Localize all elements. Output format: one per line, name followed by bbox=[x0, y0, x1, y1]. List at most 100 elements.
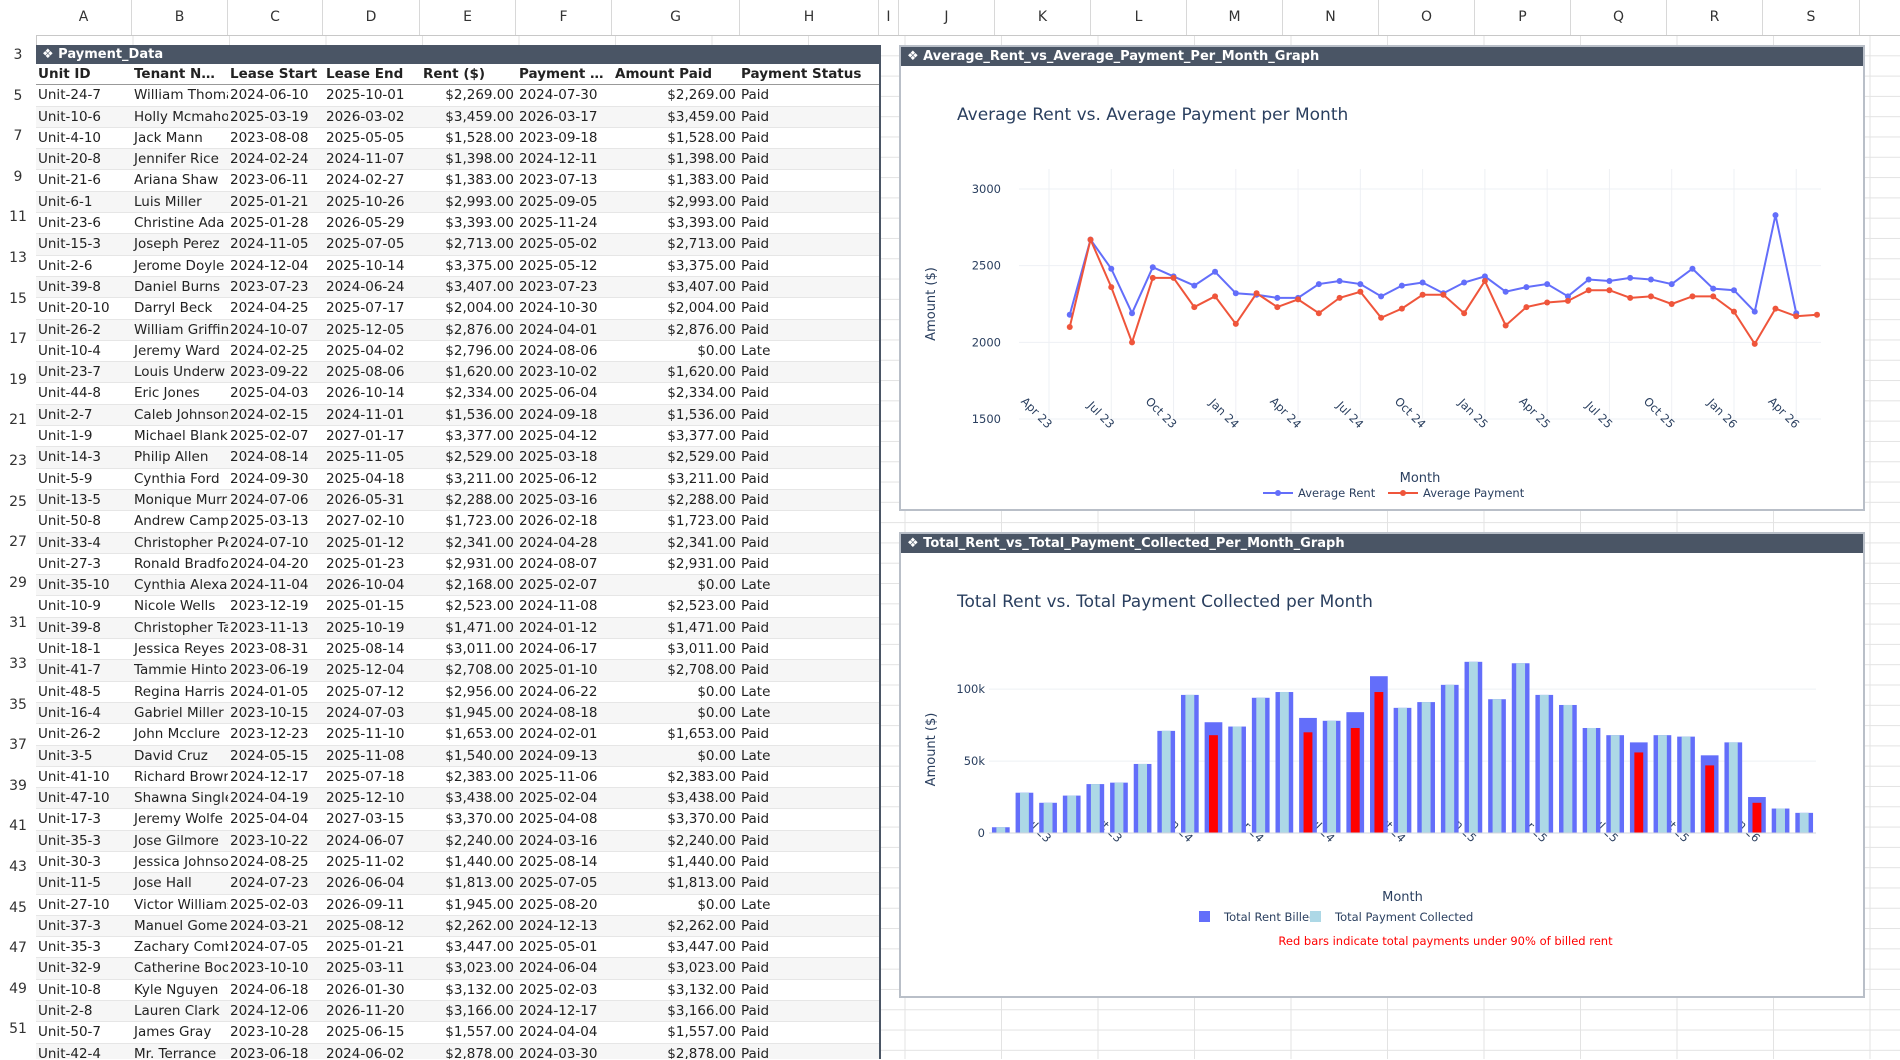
table-cell[interactable]: $2,341.00 bbox=[445, 534, 514, 551]
table-cell[interactable]: 2025-07-17 bbox=[326, 300, 405, 317]
table-row[interactable]: Unit-30-3 Jessica Johnso 2024-08-25 2025-11… bbox=[36, 852, 879, 874]
data-point[interactable] bbox=[1357, 281, 1364, 288]
table-cell[interactable]: Luis Miller bbox=[134, 193, 202, 210]
data-point[interactable] bbox=[1129, 310, 1136, 317]
table-cell[interactable]: $2,334.00 bbox=[445, 385, 514, 402]
table-cell[interactable]: 2026-03-17 bbox=[519, 108, 598, 125]
table-cell[interactable]: $2,269.00 bbox=[667, 87, 736, 104]
table-cell[interactable]: Christine Ada bbox=[134, 215, 225, 232]
table-cell[interactable]: Unit-21-6 bbox=[38, 172, 101, 189]
data-point[interactable] bbox=[1606, 287, 1613, 294]
row-header[interactable] bbox=[0, 268, 36, 288]
table-cell[interactable]: Unit-26-2 bbox=[38, 726, 101, 743]
table-row[interactable]: Unit-35-3 Zachary Comb 2024-07-05 2025-01-2… bbox=[36, 937, 879, 959]
row-header[interactable]: 21 bbox=[9, 412, 27, 429]
table-cell[interactable]: 2025-08-14 bbox=[326, 641, 405, 658]
data-point[interactable] bbox=[1564, 297, 1571, 304]
column-header-s[interactable]: S bbox=[1763, 0, 1860, 35]
table-cell[interactable]: 2024-02-27 bbox=[326, 172, 405, 189]
table-cell[interactable]: $2,708.00 bbox=[667, 662, 736, 679]
row-header[interactable]: 39 bbox=[9, 777, 27, 794]
table-cell[interactable]: 2025-04-04 bbox=[230, 811, 309, 828]
table-cell[interactable]: Christopher Pe bbox=[134, 534, 228, 551]
table-cell[interactable]: 2025-08-12 bbox=[326, 917, 405, 934]
table-cell[interactable]: 2025-10-14 bbox=[326, 257, 405, 274]
table-cell[interactable]: Richard Brown bbox=[134, 768, 228, 785]
table-cell[interactable]: $1,528.00 bbox=[667, 129, 736, 146]
table-cell[interactable]: 2024-08-07 bbox=[519, 555, 598, 572]
bar-payment-collected[interactable] bbox=[1256, 697, 1266, 833]
table-cell[interactable]: $1,536.00 bbox=[667, 406, 736, 423]
table-cell[interactable]: 2025-04-18 bbox=[326, 470, 405, 487]
table-cell[interactable]: Joseph Perez bbox=[134, 236, 220, 253]
table-cell[interactable]: Jessica Johnso bbox=[134, 853, 228, 870]
data-point[interactable] bbox=[1212, 293, 1219, 300]
bar-payment-collected[interactable] bbox=[1492, 699, 1502, 833]
table-row[interactable]: Unit-10-4 Jeremy Ward 2024-02-25 2025-04-02… bbox=[36, 341, 879, 363]
legend-label[interactable]: Total Rent Billed bbox=[1223, 910, 1316, 924]
table-cell[interactable]: Paid bbox=[741, 811, 770, 828]
table-cell[interactable]: $1,471.00 bbox=[667, 619, 736, 636]
table-cell[interactable]: Paid bbox=[741, 193, 770, 210]
table-cell[interactable]: 2023-07-23 bbox=[519, 278, 598, 295]
bar-payment-collected[interactable] bbox=[1020, 792, 1029, 833]
table-cell[interactable]: $0.00 bbox=[697, 704, 736, 721]
column-header-h[interactable]: H bbox=[740, 0, 879, 35]
table-cell[interactable]: 2025-10-19 bbox=[326, 619, 405, 636]
data-point[interactable] bbox=[1419, 279, 1426, 286]
table-cell[interactable]: 2024-11-05 bbox=[230, 236, 309, 253]
table-cell[interactable]: Paid bbox=[741, 981, 770, 998]
row-header[interactable]: 27 bbox=[9, 534, 27, 551]
bar-payment-collected[interactable] bbox=[1138, 763, 1148, 833]
table-cell[interactable]: $3,377.00 bbox=[445, 428, 514, 445]
table-cell[interactable]: $3,166.00 bbox=[667, 1003, 736, 1020]
table-cell[interactable]: $1,383.00 bbox=[667, 172, 736, 189]
row-header[interactable]: 15 bbox=[9, 290, 27, 307]
table-cell[interactable]: 2027-01-17 bbox=[326, 428, 405, 445]
table-cell[interactable]: Paid bbox=[741, 300, 770, 317]
table-cell[interactable]: $2,876.00 bbox=[667, 321, 736, 338]
row-header[interactable]: 51 bbox=[9, 1021, 27, 1038]
column-header-k[interactable]: K bbox=[995, 0, 1091, 35]
table-cell[interactable]: 2024-06-22 bbox=[519, 683, 598, 700]
table-cell[interactable]: $1,653.00 bbox=[445, 726, 514, 743]
table-row[interactable]: Unit-6-1 Luis Miller 2025-01-21 2025-10-26 $… bbox=[36, 191, 879, 214]
bar-payment-collected[interactable] bbox=[1327, 720, 1337, 833]
table-cell[interactable]: 2025-01-23 bbox=[326, 555, 405, 572]
column-title[interactable]: Payment … bbox=[519, 66, 604, 82]
table-cell[interactable]: $1,398.00 bbox=[445, 151, 514, 168]
table-row[interactable]: Unit-50-8 Andrew Camp 2025-03-13 2027-02-10… bbox=[36, 511, 879, 533]
table-cell[interactable]: Nicole Wells bbox=[134, 598, 216, 615]
table-cell[interactable]: $1,945.00 bbox=[445, 896, 514, 913]
table-cell[interactable]: 2024-12-06 bbox=[230, 1003, 309, 1020]
table-cell[interactable]: $2,713.00 bbox=[667, 236, 736, 253]
table-cell[interactable]: $1,528.00 bbox=[445, 129, 514, 146]
table-cell[interactable]: 2023-12-19 bbox=[230, 598, 309, 615]
table-cell[interactable]: 2024-09-13 bbox=[519, 747, 598, 764]
table-cell[interactable]: 2023-10-28 bbox=[230, 1024, 309, 1041]
table-cell[interactable]: Paid bbox=[741, 1045, 770, 1059]
row-header[interactable]: 3 bbox=[13, 47, 23, 63]
data-point[interactable] bbox=[1315, 310, 1322, 317]
table-row[interactable]: Unit-2-8 Lauren Clark 2024-12-06 2026-11-20… bbox=[36, 1001, 879, 1023]
column-header-o[interactable]: O bbox=[1379, 0, 1475, 35]
table-cell[interactable]: John Mcclure bbox=[134, 726, 221, 743]
table-cell[interactable]: $2,262.00 bbox=[667, 917, 736, 934]
table-cell[interactable]: 2024-04-01 bbox=[519, 321, 598, 338]
table-row[interactable]: Unit-13-5 Monique Murr 2024-07-06 2026-05-3… bbox=[36, 489, 879, 512]
table-cell[interactable]: Paid bbox=[741, 641, 770, 658]
table-cell[interactable]: $3,447.00 bbox=[667, 939, 736, 956]
table-row[interactable]: Unit-26-2 William Griffin 2024-10-07 2025-1… bbox=[36, 319, 879, 341]
table-row[interactable]: Unit-33-4 Christopher Pe 2024-07-10 2025-01… bbox=[36, 532, 879, 554]
table-cell[interactable]: Jose Hall bbox=[134, 875, 192, 892]
table-cell[interactable]: 2024-02-25 bbox=[230, 342, 309, 359]
table-cell[interactable]: Paid bbox=[741, 960, 770, 977]
table-cell[interactable]: Unit-32-9 bbox=[38, 960, 101, 977]
data-point[interactable] bbox=[1668, 281, 1675, 288]
column-header-f[interactable]: F bbox=[516, 0, 612, 35]
row-header[interactable] bbox=[0, 674, 36, 694]
table-cell[interactable]: Unit-41-10 bbox=[38, 768, 110, 785]
table-cell[interactable]: 2024-06-07 bbox=[326, 832, 405, 849]
data-point[interactable] bbox=[1502, 288, 1509, 295]
legend-label[interactable]: Total Payment Collected bbox=[1334, 910, 1473, 924]
